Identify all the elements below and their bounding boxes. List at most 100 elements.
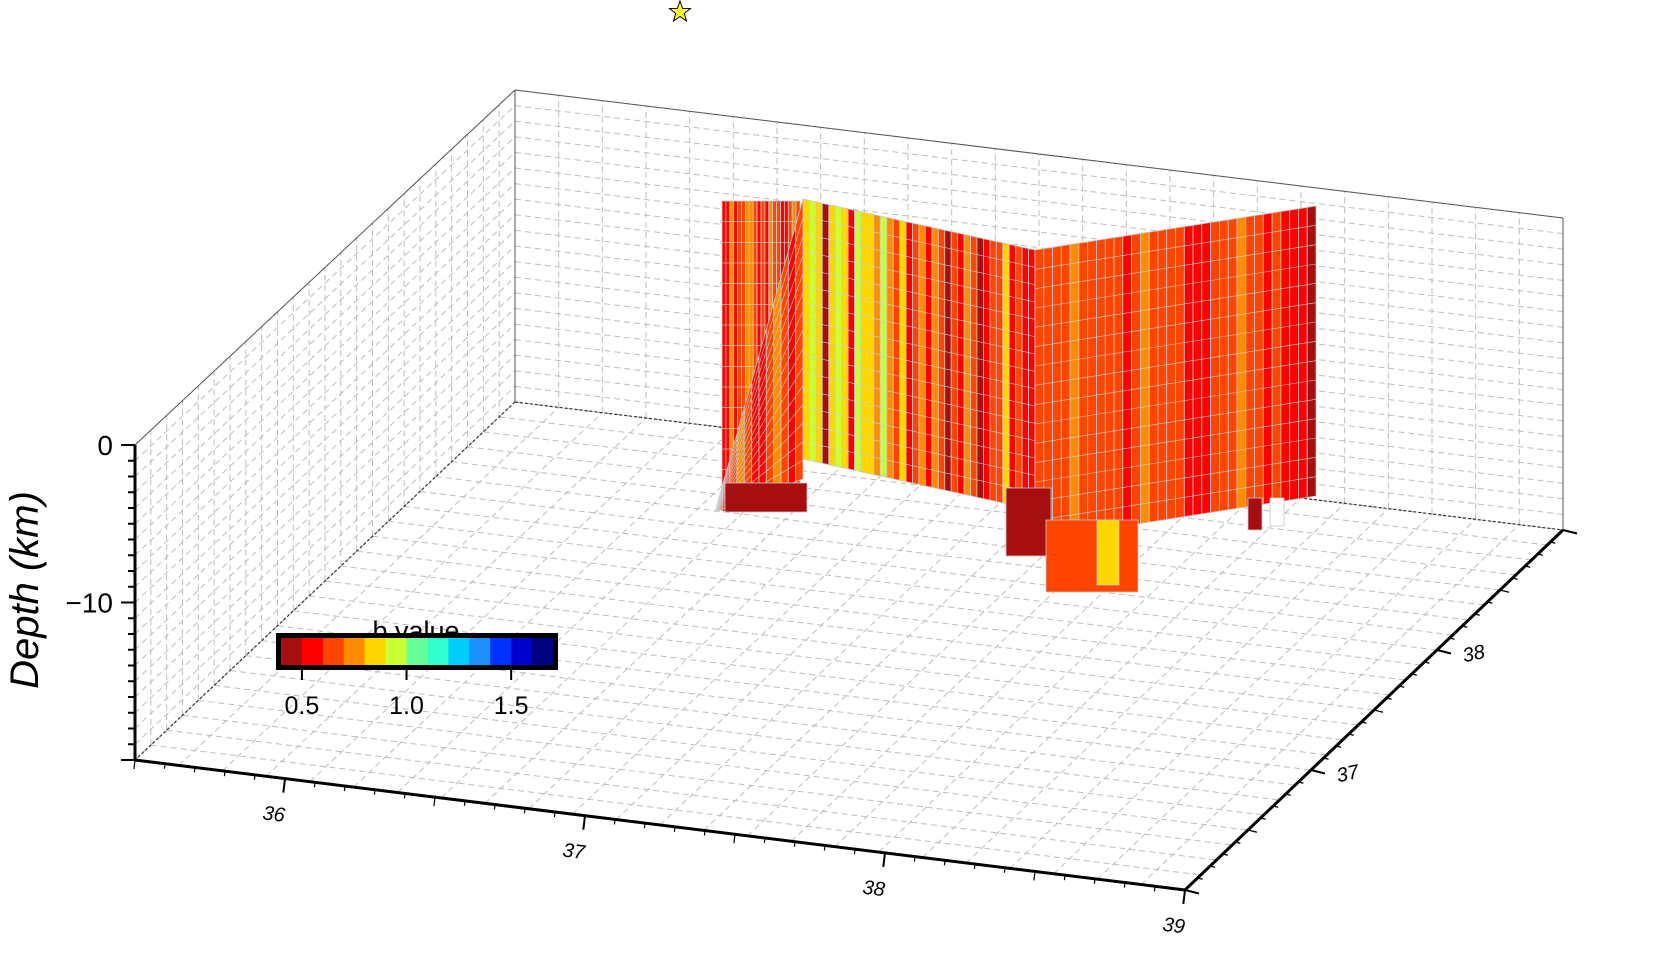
fault-cell-line	[1298, 477, 1308, 480]
floor-gridline	[309, 595, 1359, 726]
fault-cell-line	[931, 244, 939, 247]
fault-cell-line	[1254, 387, 1264, 390]
fault-cell-line	[809, 425, 816, 428]
fault-cell-line	[751, 467, 760, 476]
backwall-gridline	[514, 167, 1564, 297]
fault-cell-line	[912, 274, 920, 277]
fault-cell-line	[1245, 485, 1255, 488]
fault-cell-line	[722, 472, 730, 493]
fault-cell-line	[1263, 463, 1273, 466]
fault-cell-line	[1015, 280, 1023, 283]
fault-cell-line	[854, 244, 862, 247]
fault-cell-line	[1052, 419, 1062, 422]
fault-strip	[721, 200, 727, 512]
fault-cell-line	[951, 317, 958, 320]
fault-cell-line	[729, 470, 738, 485]
fault-cell-line	[944, 281, 952, 284]
colorbar-swatch	[427, 638, 449, 665]
fault-cell-line	[1157, 480, 1167, 483]
fault-cell-line	[802, 320, 810, 323]
fault-cell-line	[736, 413, 745, 439]
fault-cell-line	[1280, 441, 1290, 444]
fault-cell-line	[795, 292, 804, 311]
fault-cell-line	[1245, 447, 1255, 450]
fault-cell-line	[1210, 278, 1220, 281]
floor-gridline	[483, 431, 1532, 561]
fault-cell-line	[1228, 334, 1238, 337]
y-tick	[1449, 637, 1455, 640]
fault-cell-line	[1022, 316, 1029, 319]
fault-cell-line	[880, 371, 887, 374]
fault-cell-line	[912, 396, 920, 399]
fault-cell-line	[1140, 425, 1150, 428]
fault-cell-line	[931, 365, 939, 368]
fault-cell-line	[1280, 383, 1290, 386]
fault-cell-line	[751, 383, 760, 406]
fault-cell-line	[1219, 374, 1229, 377]
fault-cell-line	[957, 458, 965, 461]
fault-cell-line	[1078, 260, 1088, 263]
fault-cell-line	[938, 367, 945, 370]
fault-cell-line	[841, 224, 849, 227]
fault-cell-line	[1219, 490, 1229, 493]
fault-cell-line	[906, 429, 913, 432]
fault-cell-line	[880, 337, 887, 340]
fault-cell-line	[1015, 349, 1023, 352]
fault-cell-line	[906, 273, 913, 276]
fault-cell-line	[744, 412, 752, 433]
fault-cell-line	[918, 345, 926, 348]
y-tick	[1184, 889, 1200, 895]
fault-cell-line	[848, 347, 855, 350]
fault-cell-line	[1201, 473, 1211, 476]
fault-cell-line	[1219, 393, 1229, 396]
fault-cell-line	[744, 397, 752, 421]
fault-cell-line	[815, 253, 823, 256]
fault-cell-line	[1210, 259, 1220, 262]
fault-cell-line	[729, 438, 738, 464]
fault-cell-line	[1043, 459, 1053, 462]
fault-cell-line	[1280, 287, 1290, 290]
fault-cell-line	[1228, 353, 1238, 356]
fault-cell-line	[1052, 458, 1062, 461]
fault-strip	[873, 214, 881, 477]
x-tick	[582, 815, 586, 830]
backwall-gridline	[514, 261, 1564, 391]
fault-cell-line	[841, 241, 849, 244]
fault-cell-line	[951, 352, 958, 355]
fault-lower-block	[1096, 519, 1120, 586]
fault-cell-line	[1175, 264, 1185, 267]
fault-cell-line	[788, 361, 796, 376]
fault-strip	[957, 232, 965, 495]
fault-cell-line	[1131, 291, 1141, 294]
fault-cell-line	[1280, 345, 1290, 348]
fault-cell-line	[918, 414, 926, 417]
fault-cell-line	[758, 383, 767, 403]
fault-cell-line	[1236, 294, 1246, 297]
floor-gridline	[150, 744, 1201, 876]
fault-cell-line	[1272, 365, 1281, 368]
fault-cell-line	[989, 447, 997, 450]
backwall-gridline	[514, 120, 1564, 250]
fault-cell-line	[1272, 423, 1281, 426]
fault-lower-block	[1045, 519, 1139, 593]
fault-strip	[867, 212, 875, 476]
fault-cell-line	[996, 327, 1003, 330]
fault-cell-line	[780, 375, 789, 390]
fault-cell-line	[1193, 262, 1202, 265]
fault-cell-line	[780, 468, 789, 474]
fault-cell-line	[1298, 303, 1308, 306]
fault-cell-line	[1219, 258, 1229, 261]
fault-cell-line	[860, 367, 868, 370]
fault-cell-line	[976, 392, 984, 395]
colorbar-swatch	[281, 638, 303, 665]
fault-cell-line	[1078, 299, 1088, 302]
fault-cell-line	[854, 262, 862, 265]
fault-cell-line	[1175, 342, 1185, 345]
fault-cell-line	[1166, 401, 1176, 404]
fault-cell-line	[815, 340, 823, 343]
fault-cell-line	[1157, 461, 1167, 464]
fault-cell-line	[976, 323, 984, 326]
y-tick	[1273, 805, 1279, 808]
fault-cell-line	[744, 443, 752, 458]
fault-cell-line	[751, 420, 760, 437]
